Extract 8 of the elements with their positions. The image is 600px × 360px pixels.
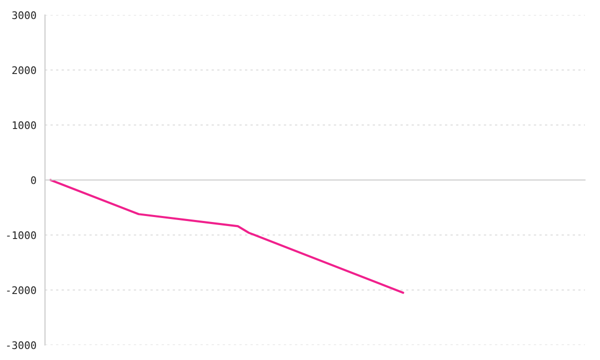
y-tick-label: -3000 <box>7 341 36 350</box>
y-tick-label: 1000 <box>12 121 36 130</box>
y-tick-label: -2000 <box>7 286 36 294</box>
y-tick-label: 0 <box>31 176 36 184</box>
y-tick-label: -1000 <box>7 231 36 240</box>
y-tick-label: 3000 <box>12 11 36 20</box>
line-series <box>49 178 404 294</box>
y-tick-label: 2000 <box>12 66 36 74</box>
